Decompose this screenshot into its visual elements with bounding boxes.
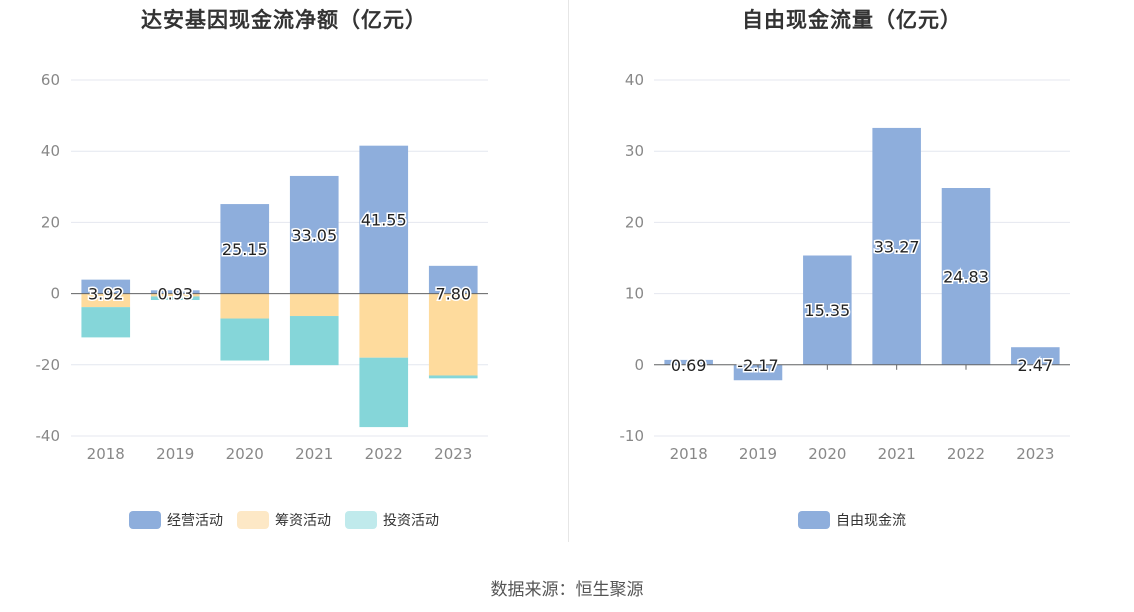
bar [289, 293, 339, 317]
x-tick-label: 2020 [226, 445, 264, 463]
bar [220, 318, 270, 361]
chart-title: 达安基因现金流净额（亿元） [141, 8, 427, 32]
data-label: 33.05 [291, 226, 337, 245]
free-cashflow-plot: 40 30 20 10 0 -10 2018 2019 2020 2021 2022 2023 0.69… [620, 71, 1070, 463]
x-tick-label: 2019 [156, 445, 194, 463]
data-label: 15.35 [804, 301, 850, 320]
x-tick-label: 2023 [434, 445, 472, 463]
legend-label: 投资活动 [383, 513, 439, 529]
legend-swatch [129, 511, 161, 529]
bar [428, 265, 478, 294]
bar [872, 127, 921, 365]
free-cashflow-chart: 自由现金流量（亿元） 40 30 20 10 0 -10 2018 2019 2020 2021 2… [570, 0, 1134, 545]
legend: 经营活动 筹资活动 投资活动 [0, 510, 568, 530]
bar [941, 188, 991, 365]
panel-divider [568, 0, 569, 542]
data-label: 33.27 [874, 237, 920, 256]
data-source: 数据来源：恒生聚源 [490, 580, 644, 600]
legend-item-operating[interactable]: 经营活动 [129, 510, 223, 530]
x-tick-label: 2018 [670, 445, 708, 463]
y-tick-label: -10 [620, 427, 645, 445]
bar [803, 255, 852, 365]
y-tick-label: 20 [625, 213, 644, 231]
x-tick-label: 2021 [878, 445, 916, 463]
bar [359, 357, 409, 428]
bar [289, 316, 339, 366]
data-label: -2.17 [737, 356, 778, 375]
data-label: 0.69 [671, 356, 707, 375]
data-label: 2.47 [1018, 356, 1054, 375]
x-tick-label: 2021 [295, 445, 333, 463]
y-tick-label: 40 [625, 71, 644, 89]
data-label: 24.83 [943, 267, 989, 286]
legend-swatch [237, 511, 269, 529]
cashflow-net-chart: 达安基因现金流净额（亿元） 60 40 20 0 -20 -40 2018 2019 2020 2… [0, 0, 568, 545]
x-tick-label: 2022 [365, 445, 403, 463]
x-tick-label: 2023 [1016, 445, 1054, 463]
x-tick-label: 2019 [739, 445, 777, 463]
y-tick-label: 20 [41, 213, 60, 231]
bar [428, 375, 478, 379]
bar [733, 364, 783, 381]
y-tick-label: -20 [36, 356, 61, 374]
bar [150, 296, 200, 301]
cashflow-net-plot: 60 40 20 0 -20 -40 2018 2019 2020 2021 2022 2023 3.9… [36, 71, 488, 463]
bar [664, 359, 713, 365]
chart-title: 自由现金流量（亿元） [742, 8, 962, 32]
legend-label: 自由现金流 [836, 513, 906, 529]
legend-swatch [798, 511, 830, 529]
y-tick-label: 10 [625, 285, 644, 303]
bar [220, 293, 270, 319]
data-label: 25.15 [222, 240, 268, 259]
bar [359, 145, 409, 294]
legend-label: 筹资活动 [275, 513, 331, 529]
bar [359, 293, 409, 358]
bar [150, 293, 200, 297]
legend-item-investing[interactable]: 投资活动 [345, 510, 439, 530]
y-tick-label: 60 [41, 71, 60, 89]
y-tick-label: 40 [41, 142, 60, 160]
legend: 自由现金流 [570, 510, 1134, 530]
bar [220, 204, 270, 294]
data-label: 7.80 [435, 285, 471, 304]
y-tick-label: 0 [634, 356, 644, 374]
x-tick-label: 2020 [808, 445, 846, 463]
legend-item-financing[interactable]: 筹资活动 [237, 510, 331, 530]
legend-swatch [345, 511, 377, 529]
x-tick-label: 2022 [947, 445, 985, 463]
y-tick-label: 30 [625, 142, 644, 160]
data-label: 41.55 [361, 211, 407, 230]
y-tick-label: -40 [36, 427, 61, 445]
bar [1011, 347, 1060, 365]
bar [81, 307, 131, 338]
legend-label: 经营活动 [167, 513, 223, 529]
bar [81, 293, 131, 308]
y-tick-label: 0 [50, 285, 60, 303]
bar [81, 279, 131, 294]
bar [428, 293, 478, 376]
bar [289, 175, 339, 294]
bar [150, 290, 200, 294]
data-label: 0.93 [157, 285, 193, 304]
legend-item-free-cashflow[interactable]: 自由现金流 [798, 510, 906, 530]
data-label: 3.92 [88, 285, 124, 304]
x-tick-label: 2018 [87, 445, 125, 463]
